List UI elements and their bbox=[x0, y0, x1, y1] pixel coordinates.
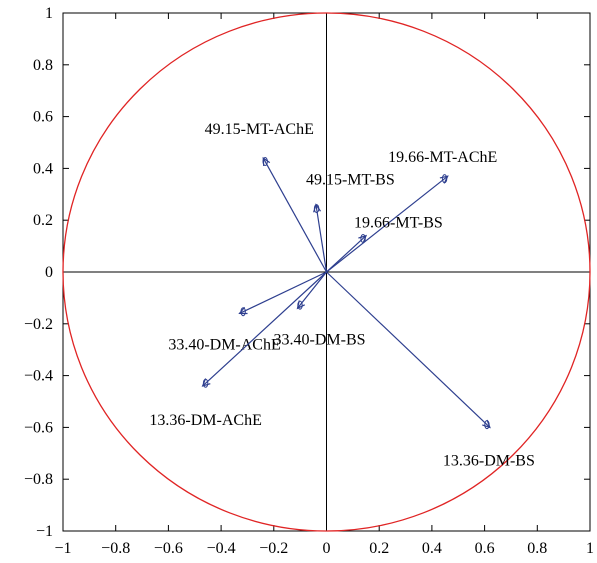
vector-label: 49.15-MT-AChE bbox=[205, 121, 314, 138]
vector-label: 19.66-MT-AChE bbox=[388, 149, 497, 166]
y-tick-label: −0.2 bbox=[24, 316, 53, 333]
x-tick-labels: −1 −0.8 −0.6 −0.4 −0.2 0 0.2 0.4 0.6 0.8 1 bbox=[54, 540, 594, 557]
vector-marker bbox=[297, 300, 303, 310]
vector-line bbox=[326, 175, 449, 273]
vector-label: 33.40-DM-BS bbox=[274, 331, 366, 348]
vector-marker bbox=[441, 174, 448, 184]
y-tick-label: 0 bbox=[45, 264, 53, 281]
y-tick-label: −0.6 bbox=[24, 419, 53, 436]
x-tick-label: 0.2 bbox=[369, 540, 389, 557]
x-tick-label: −0.4 bbox=[207, 540, 236, 557]
vector-2: 19.66-MT-AChE bbox=[326, 149, 497, 273]
vector-label: 19.66-MT-BS bbox=[354, 215, 443, 232]
y-tick-label: 0.2 bbox=[33, 212, 53, 229]
x-tick-label: −1 bbox=[54, 540, 71, 557]
vector-7: 13.36-DM-BS bbox=[326, 271, 535, 469]
vector-label: 33.40-DM-AChE bbox=[168, 336, 280, 353]
vector-label: 13.36-DM-BS bbox=[443, 452, 535, 469]
vector-line bbox=[262, 157, 328, 273]
vector-3: 19.66-MT-BS bbox=[326, 215, 443, 273]
x-tick-label: 0.4 bbox=[422, 540, 442, 557]
vector-0: 49.15-MT-AChE bbox=[205, 121, 328, 273]
vector-6: 13.36-DM-AChE bbox=[149, 271, 327, 429]
vector-marker bbox=[484, 420, 490, 430]
vector-marker bbox=[262, 157, 268, 167]
y-tick-label: −0.4 bbox=[24, 368, 53, 385]
y-tick-label: −0.8 bbox=[24, 471, 53, 488]
vector-line bbox=[326, 235, 367, 273]
x-tick-label: −0.6 bbox=[154, 540, 183, 557]
x-tick-label: 0.8 bbox=[527, 540, 547, 557]
vector-label: 13.36-DM-AChE bbox=[149, 412, 261, 429]
vector-line bbox=[202, 271, 327, 387]
vector-marker bbox=[240, 307, 246, 317]
vector-label: 49.15-MT-BS bbox=[306, 172, 395, 189]
vector-line bbox=[326, 271, 491, 428]
x-tick-label: 1 bbox=[586, 540, 594, 557]
vector-line bbox=[297, 271, 327, 309]
y-tick-labels: −1 −0.8 −0.6 −0.4 −0.2 0 0.2 0.4 0.6 0.8 1 bbox=[24, 5, 53, 540]
x-tick-label: −0.2 bbox=[259, 540, 288, 557]
y-tick-label: 1 bbox=[45, 5, 53, 22]
vector-1: 49.15-MT-BS bbox=[306, 172, 395, 273]
unit-circle bbox=[62, 12, 591, 532]
vector-line bbox=[315, 204, 328, 273]
loading-vectors: 49.15-MT-AChE 49.15-MT-BS 19.66-MT-AChE 19.… bbox=[149, 121, 534, 469]
y-tick-label: 0.4 bbox=[33, 160, 53, 177]
x-tick-label: 0 bbox=[323, 540, 331, 557]
vector-marker bbox=[360, 233, 366, 243]
vector-marker bbox=[313, 204, 320, 214]
y-tick-label: 0.8 bbox=[33, 57, 53, 74]
vector-marker bbox=[202, 378, 209, 388]
vector-line bbox=[239, 271, 327, 314]
y-tick-label: 0.6 bbox=[33, 109, 53, 126]
y-tick-label: −1 bbox=[36, 523, 53, 540]
x-tick-label: 0.6 bbox=[475, 540, 495, 557]
x-tick-label: −0.8 bbox=[101, 540, 130, 557]
vector-5: 33.40-DM-BS bbox=[274, 271, 366, 348]
